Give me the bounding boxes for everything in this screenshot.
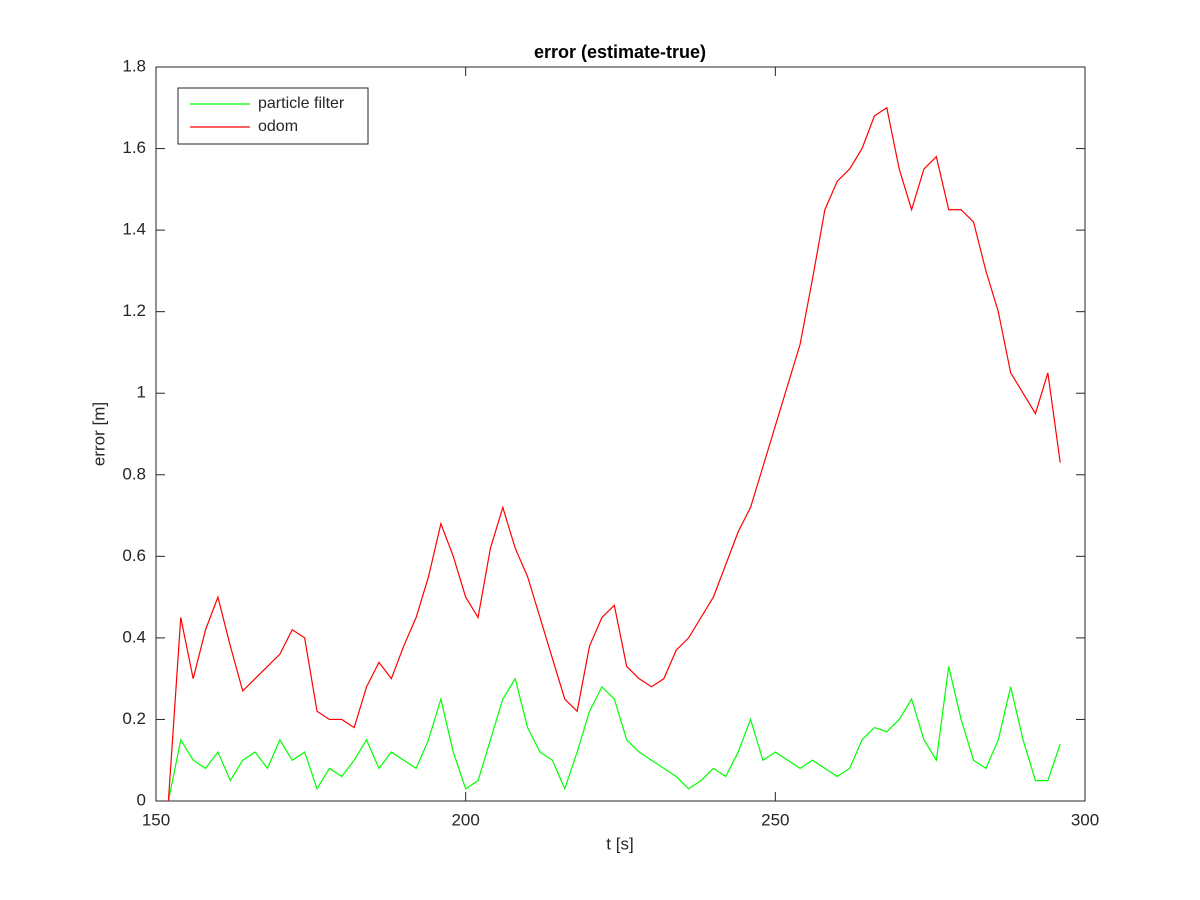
y-tick-label: 0.2 — [122, 709, 146, 728]
x-tick-label: 200 — [451, 810, 479, 829]
y-axis-label: error [m] — [89, 402, 108, 466]
y-tick-label: 1.4 — [122, 220, 146, 239]
legend-label: particle filter — [258, 95, 345, 112]
y-tick-label: 1.8 — [122, 56, 146, 75]
y-tick-label: 1.2 — [122, 301, 146, 320]
series-line — [167, 666, 1061, 802]
y-tick-label: 1.6 — [122, 138, 146, 157]
x-tick-label: 300 — [1071, 810, 1099, 829]
chart-title: error (estimate-true) — [534, 42, 706, 62]
legend-label: odom — [258, 118, 298, 135]
y-tick-label: 0.4 — [122, 627, 146, 646]
y-tick-label: 0.8 — [122, 464, 146, 483]
y-tick-label: 1 — [137, 383, 146, 402]
x-axis-label: t [s] — [606, 834, 633, 853]
x-tick-label: 150 — [142, 810, 170, 829]
y-tick-label: 0.6 — [122, 546, 146, 565]
y-tick-label: 0 — [137, 790, 146, 809]
axes-box — [155, 66, 1086, 802]
series-line — [167, 106, 1061, 802]
legend-box — [177, 87, 369, 145]
x-tick-label: 250 — [761, 810, 789, 829]
